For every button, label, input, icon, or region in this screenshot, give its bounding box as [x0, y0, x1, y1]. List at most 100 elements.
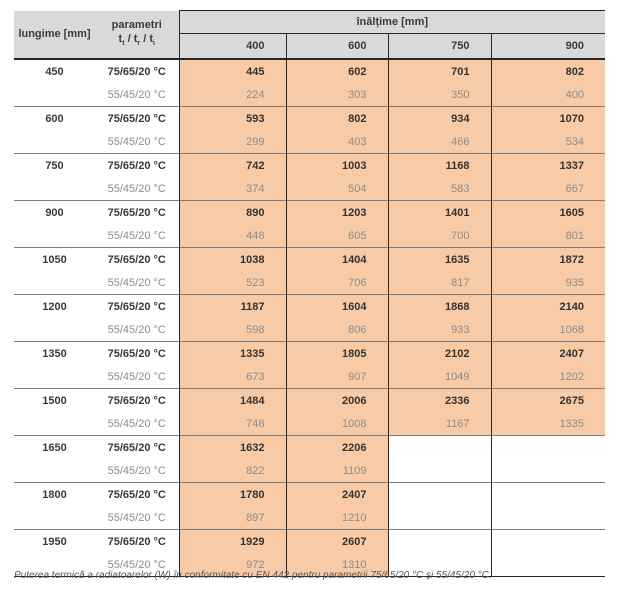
empty-cell [490, 435, 606, 459]
header-row-top: lungime [mm] parametri tt / tr / ti înăl… [14, 10, 606, 60]
power-value-cell: 817 [387, 271, 491, 295]
power-value-cell: 972 [178, 553, 286, 577]
length-cell: 1950 [14, 529, 95, 553]
power-value-cell: 602 [285, 59, 388, 83]
power-value-cell: 1335 [490, 412, 606, 436]
power-value-cell: 534 [490, 130, 606, 154]
power-value-cell: 897 [178, 506, 286, 530]
power-value-cell: 934 [387, 106, 491, 130]
power-value-cell: 1868 [387, 294, 491, 318]
param-label-hot: 75/65/20 °C [95, 294, 179, 318]
table-row: 1950 75/65/20 °C 1929 2607 [14, 529, 606, 553]
table-row: 55/45/20 °C 897 1210 [14, 506, 606, 530]
param-label-cold: 55/45/20 °C [95, 224, 179, 248]
table-row: 55/45/20 °C 374 504 583 667 [14, 177, 606, 201]
length-spacer-cell [14, 412, 95, 436]
height-col-header-750: 750 [387, 33, 491, 60]
power-value-cell: 907 [285, 365, 388, 389]
table-row: 600 75/65/20 °C 593 802 934 1070 [14, 106, 606, 130]
power-value-cell: 1167 [387, 412, 491, 436]
table-row: 750 75/65/20 °C 742 1003 1168 1337 [14, 153, 606, 177]
empty-cell [387, 506, 491, 530]
power-value-cell: 1632 [178, 435, 286, 459]
param-label-hot: 75/65/20 °C [95, 153, 179, 177]
power-value-cell: 299 [178, 130, 286, 154]
power-value-cell: 598 [178, 318, 286, 342]
power-value-cell: 1187 [178, 294, 286, 318]
params-header-symbols: tt / tr / ti [95, 33, 179, 49]
empty-cell [387, 529, 491, 553]
param-label-cold: 55/45/20 °C [95, 130, 179, 154]
param-label-cold: 55/45/20 °C [95, 271, 179, 295]
footer-note: Puterea termică a radiatoarelor (W) în c… [14, 570, 492, 581]
power-value-cell: 403 [285, 130, 388, 154]
power-value-cell: 1604 [285, 294, 388, 318]
table-row: 1200 75/65/20 °C 1187 1604 1868 2140 [14, 294, 606, 318]
param-symbol: t [133, 33, 138, 46]
empty-cell [387, 482, 491, 506]
power-value-cell: 2407 [490, 341, 606, 365]
length-cell: 600 [14, 106, 95, 130]
param-label-cold: 55/45/20 °C [95, 412, 179, 436]
param-separator: / [124, 33, 134, 46]
param-label-cold: 55/45/20 °C [95, 506, 179, 530]
length-spacer-cell [14, 506, 95, 530]
table-row: 55/45/20 °C 748 1008 1167 1335 [14, 412, 606, 436]
power-value-cell: 802 [285, 106, 388, 130]
empty-cell [387, 459, 491, 483]
power-value-cell: 1605 [490, 200, 606, 224]
power-value-cell: 706 [285, 271, 388, 295]
length-cell: 750 [14, 153, 95, 177]
power-value-cell: 1929 [178, 529, 286, 553]
power-value-cell: 1003 [285, 153, 388, 177]
table-row: 55/45/20 °C 448 605 700 801 [14, 224, 606, 248]
power-value-cell: 1780 [178, 482, 286, 506]
power-value-cell: 742 [178, 153, 286, 177]
length-cell: 1050 [14, 247, 95, 271]
table-row: 1350 75/65/20 °C 1335 1805 2102 2407 [14, 341, 606, 365]
length-column-header: lungime [mm] [14, 10, 95, 60]
length-cell: 1200 [14, 294, 95, 318]
param-label-cold: 55/45/20 °C [95, 459, 179, 483]
param-label-hot: 75/65/20 °C [95, 200, 179, 224]
param-label-cold: 55/45/20 °C [95, 553, 179, 577]
table-row: 1650 75/65/20 °C 1632 2206 [14, 435, 606, 459]
length-cell: 900 [14, 200, 95, 224]
table-row: 55/45/20 °C 822 1109 [14, 459, 606, 483]
power-value-cell: 890 [178, 200, 286, 224]
power-value-cell: 1484 [178, 388, 286, 412]
power-value-cell: 504 [285, 177, 388, 201]
power-value-cell: 822 [178, 459, 286, 483]
table-row: 55/45/20 °C 598 806 933 1068 [14, 318, 606, 342]
param-label-hot: 75/65/20 °C [95, 341, 179, 365]
param-symbol-sub: r [137, 40, 141, 48]
power-value-cell: 1872 [490, 247, 606, 271]
params-column-header: parametri tt / tr / ti [95, 10, 179, 60]
power-value-cell: 1635 [387, 247, 491, 271]
power-value-cell: 1337 [490, 153, 606, 177]
power-value-cell: 700 [387, 224, 491, 248]
param-label-hot: 75/65/20 °C [95, 482, 179, 506]
param-label-hot: 75/65/20 °C [95, 106, 179, 130]
empty-cell [387, 435, 491, 459]
empty-cell [490, 553, 606, 577]
power-value-cell: 748 [178, 412, 286, 436]
height-col-header-900: 900 [490, 33, 606, 60]
power-value-cell: 802 [490, 59, 606, 83]
power-value-cell: 2607 [285, 529, 388, 553]
power-value-cell: 1168 [387, 153, 491, 177]
power-value-cell: 466 [387, 130, 491, 154]
power-value-cell: 2206 [285, 435, 388, 459]
length-spacer-cell [14, 83, 95, 107]
power-value-cell: 2675 [490, 388, 606, 412]
power-value-cell: 303 [285, 83, 388, 107]
empty-cell [490, 529, 606, 553]
length-spacer-cell [14, 130, 95, 154]
height-col-header-600: 600 [285, 33, 388, 60]
table-row: 55/45/20 °C 224 303 350 400 [14, 83, 606, 107]
param-label-cold: 55/45/20 °C [95, 318, 179, 342]
power-value-cell: 523 [178, 271, 286, 295]
length-cell: 1800 [14, 482, 95, 506]
header-row-heights: 400 600 750 900 [14, 33, 606, 60]
